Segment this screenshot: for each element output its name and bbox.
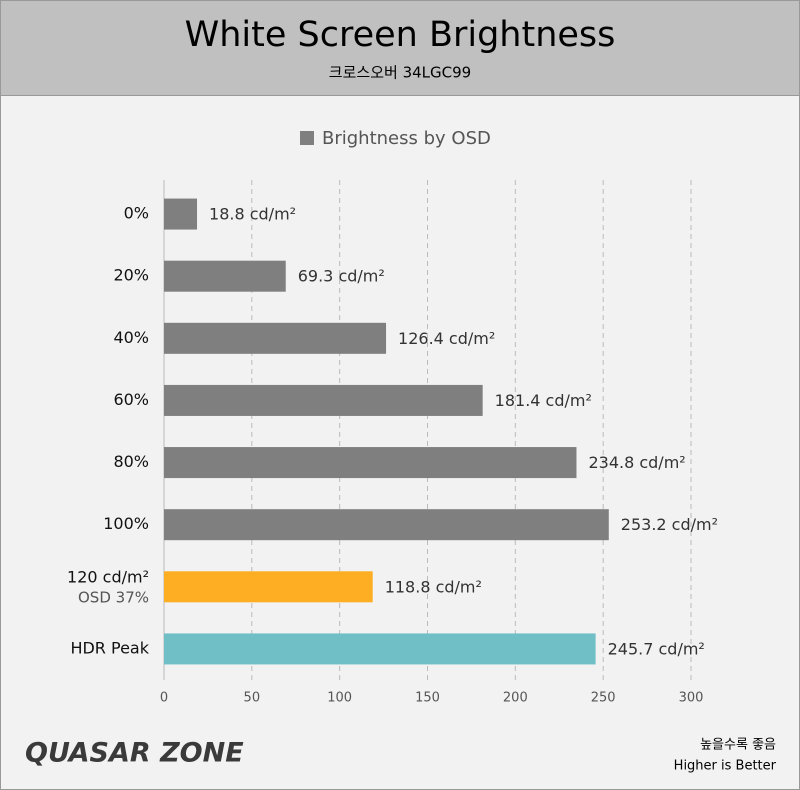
footer-note: 높을수록 좋음	[700, 738, 776, 753]
y-tick-label: 0%	[124, 204, 149, 223]
x-tick-label: 0	[160, 691, 168, 706]
legend-swatch	[300, 131, 314, 145]
value-label: 245.7 cd/m²	[608, 639, 705, 658]
x-tick-label: 50	[244, 691, 261, 706]
bar	[164, 260, 286, 292]
bar	[164, 447, 577, 479]
x-tick-label: 250	[591, 691, 616, 706]
y-tick-label: 40%	[113, 328, 149, 347]
x-tick-label: 200	[503, 691, 528, 706]
y-tick-note: OSD 37%	[78, 588, 149, 606]
chart-title: White Screen Brightness	[185, 15, 616, 55]
value-label: 118.8 cd/m²	[385, 577, 482, 596]
y-tick-label: HDR Peak	[70, 638, 149, 657]
y-tick-label: 20%	[113, 266, 149, 285]
x-tick-label: 150	[415, 691, 440, 706]
value-label: 126.4 cd/m²	[398, 329, 495, 348]
legend-label: Brightness by OSD	[322, 128, 491, 149]
y-tick-label: 80%	[113, 452, 149, 471]
value-label: 18.8 cd/m²	[209, 205, 296, 224]
bar	[164, 384, 483, 416]
header	[0, 0, 800, 96]
y-tick-label: 60%	[113, 390, 149, 409]
chart-subtitle: 크로스오버 34LGC99	[329, 64, 471, 82]
value-label: 253.2 cd/m²	[621, 515, 718, 534]
x-tick-label: 300	[679, 691, 704, 706]
logo: QUASAR ZONE	[25, 738, 244, 769]
bar	[164, 633, 596, 665]
bar	[164, 322, 387, 354]
bar	[164, 509, 609, 541]
value-label: 69.3 cd/m²	[298, 267, 385, 286]
bar	[164, 571, 373, 603]
y-tick-label: 120 cd/m²	[67, 567, 149, 586]
value-label: 234.8 cd/m²	[588, 453, 685, 472]
x-tick-label: 100	[327, 691, 352, 706]
bar	[164, 198, 198, 230]
value-label: 181.4 cd/m²	[495, 391, 592, 410]
y-tick-label: 100%	[103, 514, 149, 533]
footer-note: Higher is Better	[674, 759, 777, 774]
